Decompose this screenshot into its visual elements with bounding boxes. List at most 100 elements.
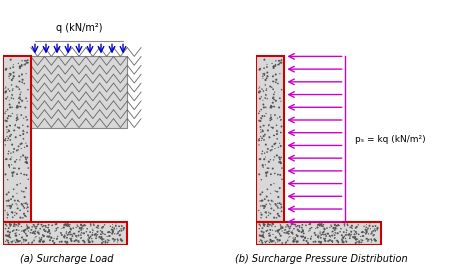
Point — [21, 239, 29, 243]
Point — [292, 239, 300, 244]
Point — [260, 223, 268, 227]
Point — [300, 231, 308, 235]
Point — [270, 64, 278, 69]
Point — [8, 83, 15, 87]
Point — [276, 159, 284, 164]
Point — [36, 227, 44, 231]
Point — [14, 198, 22, 203]
Point — [348, 224, 356, 228]
Point — [31, 229, 39, 233]
Point — [45, 228, 53, 232]
Point — [13, 158, 20, 162]
Point — [271, 142, 278, 146]
Point — [7, 73, 14, 78]
Point — [4, 116, 11, 121]
Point — [322, 234, 330, 238]
Point — [17, 97, 24, 102]
Point — [270, 104, 277, 108]
Point — [31, 235, 39, 240]
Point — [371, 238, 379, 242]
Point — [117, 227, 125, 231]
Point — [22, 59, 30, 63]
Point — [268, 147, 276, 152]
Point — [260, 206, 268, 210]
Point — [67, 227, 74, 231]
Point — [265, 122, 273, 127]
Point — [294, 224, 301, 228]
Point — [260, 89, 267, 93]
Point — [105, 230, 112, 235]
Point — [30, 238, 38, 242]
Point — [84, 233, 92, 237]
Point — [118, 229, 125, 233]
Point — [259, 165, 267, 170]
Point — [339, 236, 347, 240]
Point — [40, 234, 47, 238]
Point — [110, 239, 118, 243]
Point — [255, 85, 263, 89]
Point — [2, 67, 10, 71]
Point — [6, 232, 13, 237]
Point — [109, 222, 117, 227]
Point — [292, 222, 299, 227]
Point — [331, 233, 338, 237]
Point — [69, 234, 76, 238]
Point — [22, 157, 30, 161]
Point — [263, 229, 270, 233]
Point — [10, 222, 18, 226]
Point — [255, 239, 263, 244]
Point — [3, 238, 10, 242]
Point — [30, 223, 37, 227]
Point — [11, 122, 19, 127]
Point — [359, 230, 366, 234]
Point — [333, 224, 340, 228]
Point — [53, 236, 61, 241]
Point — [38, 224, 46, 229]
Point — [19, 190, 27, 194]
Point — [9, 194, 17, 199]
Point — [265, 233, 273, 238]
Point — [35, 229, 43, 233]
Point — [288, 223, 295, 227]
Point — [257, 116, 264, 120]
Point — [326, 225, 334, 230]
Point — [273, 153, 281, 158]
Point — [9, 210, 16, 214]
Point — [6, 164, 13, 169]
Point — [289, 240, 296, 244]
Point — [7, 235, 14, 240]
Point — [21, 145, 28, 150]
Point — [9, 65, 17, 69]
Point — [258, 138, 265, 143]
Point — [119, 228, 127, 232]
Point — [273, 78, 280, 82]
Point — [273, 216, 281, 220]
Point — [259, 149, 266, 153]
Point — [13, 238, 20, 242]
Point — [94, 225, 101, 230]
Point — [101, 223, 109, 227]
Point — [101, 240, 109, 245]
Point — [268, 117, 275, 121]
Point — [2, 109, 9, 113]
Point — [317, 235, 325, 240]
Point — [112, 222, 120, 226]
Point — [5, 226, 12, 230]
Point — [259, 226, 266, 230]
Point — [355, 223, 362, 227]
Point — [18, 224, 25, 229]
Point — [365, 232, 372, 236]
Point — [369, 224, 377, 229]
Point — [48, 223, 56, 227]
Point — [73, 223, 81, 227]
Point — [79, 238, 86, 243]
Point — [6, 105, 14, 110]
Point — [101, 232, 109, 237]
Point — [118, 238, 126, 243]
Point — [8, 78, 16, 82]
Point — [14, 147, 22, 152]
Point — [112, 224, 119, 228]
Point — [330, 226, 337, 230]
Point — [264, 74, 271, 78]
Point — [266, 231, 274, 235]
